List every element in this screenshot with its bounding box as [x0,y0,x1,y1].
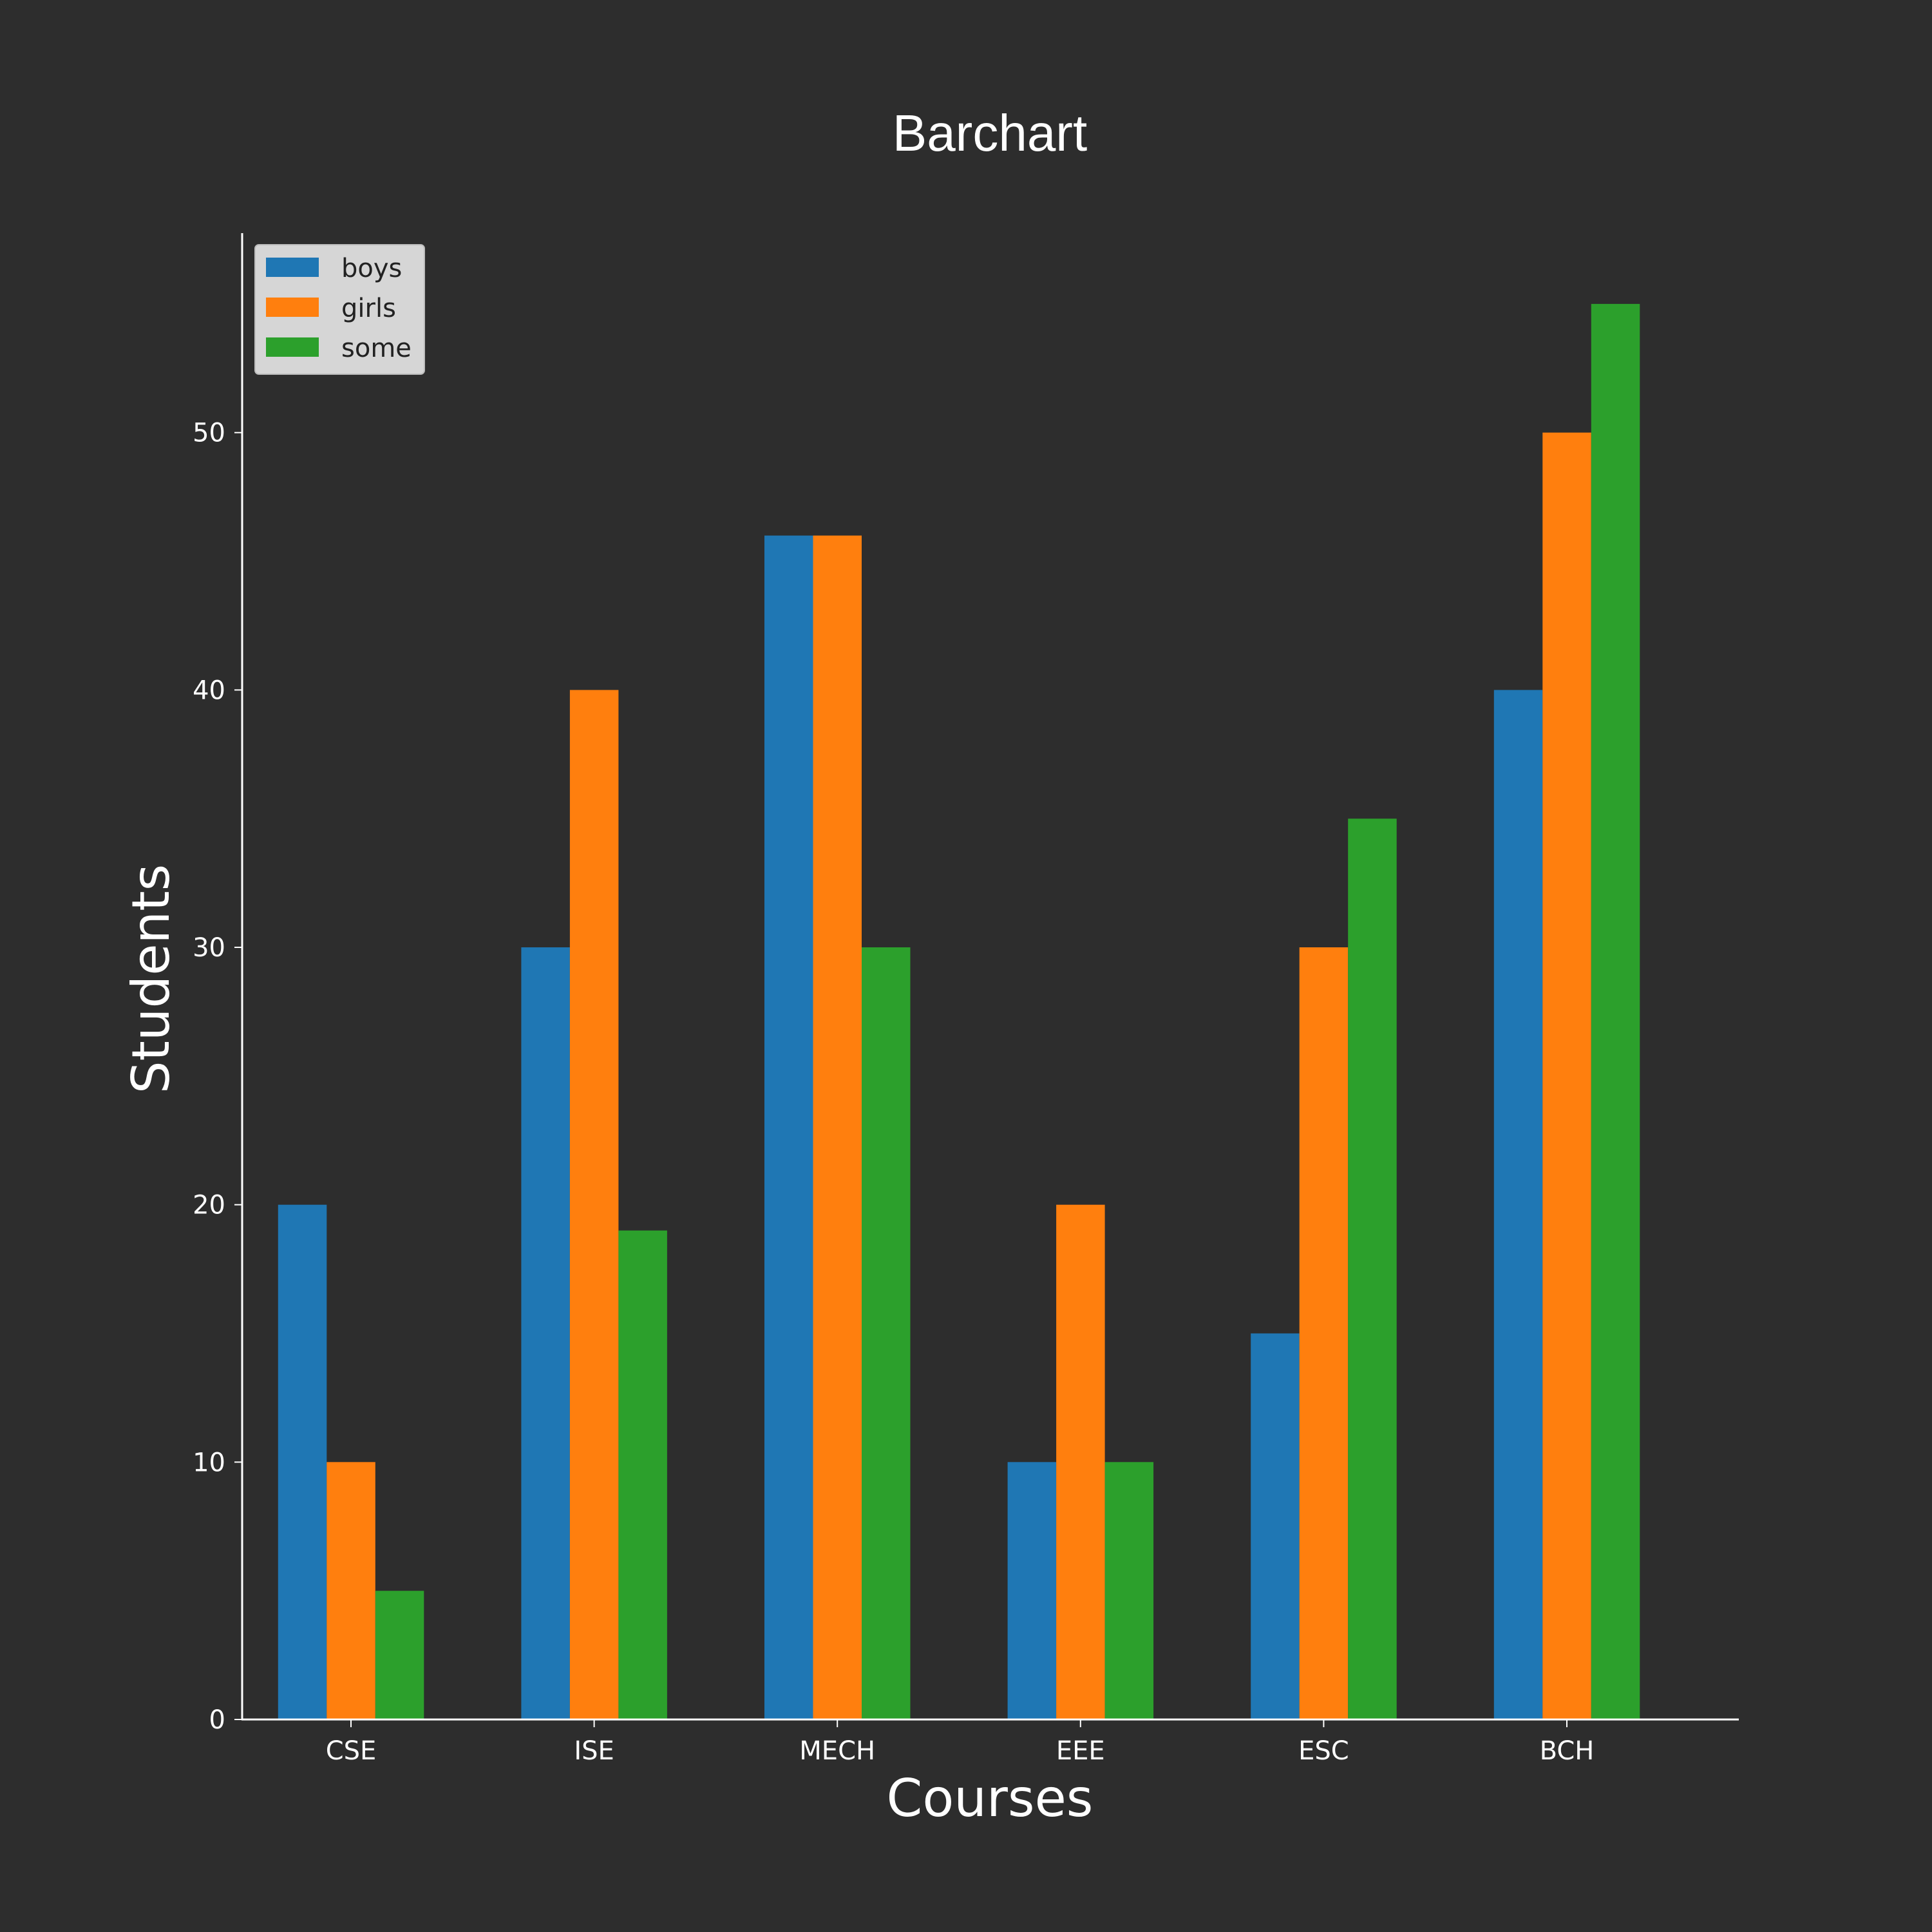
x-tick-label-esc: ESC [1298,1736,1349,1766]
bar-boys-bch [1493,690,1543,1719]
bar-some-cse [375,1591,424,1719]
bar-some-esc [1348,819,1397,1719]
x-tick-label-cse: CSE [326,1736,377,1766]
bar-some-mech [862,947,911,1719]
x-tick-label-eee: EEE [1056,1736,1105,1766]
bar-girls-cse [327,1462,375,1719]
legend-label-boys: boys [341,254,402,283]
y-tick-label: 10 [193,1448,225,1477]
y-axis-label: Students [121,864,181,1094]
y-tick-label: 20 [193,1191,225,1220]
bar-girls-esc [1299,947,1349,1719]
axes-group: 0 10 20 30 40 50 CSE ISE MECH EEE ESC BCH [193,233,1739,1766]
x-tick-label-mech: MECH [799,1736,875,1766]
bar-girls-bch [1542,432,1591,1720]
legend-swatch-girls [266,298,319,317]
x-tick-label-bch: BCH [1540,1736,1595,1766]
chart-title: Barchart [893,104,1087,162]
y-tick-label: 0 [209,1705,225,1735]
legend: boys girls some [254,244,425,375]
bar-boys-mech [764,535,813,1719]
bars-group [278,303,1640,1720]
bar-girls-ise [569,690,619,1719]
legend-label-some: some [341,334,412,363]
bar-boys-cse [278,1204,327,1719]
y-tick-label: 40 [193,676,225,705]
legend-label-girls: girls [341,294,396,323]
bar-boys-eee [1007,1462,1057,1719]
x-tick-label-ise: ISE [574,1736,614,1766]
legend-swatch-boys [266,258,319,277]
bar-boys-esc [1251,1333,1300,1719]
x-axis-label: Courses [887,1768,1094,1828]
bar-girls-eee [1056,1204,1105,1719]
legend-swatch-some [266,337,319,357]
y-tick-label: 30 [193,933,225,963]
bar-boys-ise [521,947,570,1719]
bar-some-bch [1591,303,1640,1720]
y-tick-label: 50 [193,419,225,448]
bar-some-eee [1104,1462,1154,1719]
bar-some-ise [618,1230,667,1719]
bar-girls-mech [813,535,862,1719]
